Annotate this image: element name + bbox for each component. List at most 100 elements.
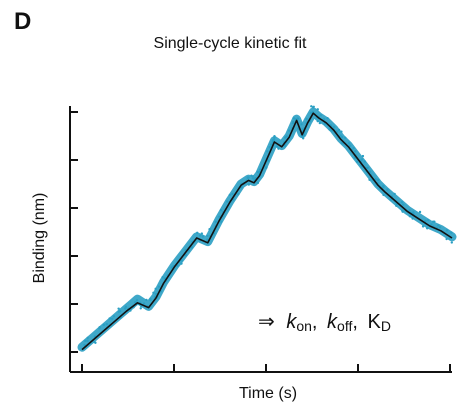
measured-data-point — [180, 259, 183, 262]
measured-data-point — [206, 238, 209, 241]
measured-data-point — [247, 183, 250, 186]
measured-data-point — [389, 198, 392, 201]
measured-data-point — [448, 237, 451, 240]
measured-data-point — [437, 224, 440, 227]
measured-data-point — [300, 123, 303, 126]
measured-data-point — [170, 266, 174, 269]
measured-data-point — [277, 147, 280, 150]
measured-data-point — [283, 136, 287, 139]
measured-data-point — [374, 178, 377, 181]
measured-data-point — [349, 144, 352, 147]
measured-data-point — [344, 136, 347, 139]
measured-data-point — [105, 322, 108, 326]
measured-data-point — [352, 146, 355, 150]
measured-data-point — [355, 160, 359, 164]
measured-data-point — [427, 218, 430, 222]
measured-data-point — [291, 120, 295, 124]
measured-data-point — [200, 232, 204, 235]
x-axis-label: Time (s) — [239, 385, 297, 402]
measured-data-point — [265, 166, 268, 169]
measured-data-point — [326, 116, 329, 120]
measured-data-point — [184, 254, 188, 257]
measured-data-point — [312, 105, 315, 108]
measured-data-point — [220, 220, 223, 223]
measured-data-point — [445, 229, 449, 232]
measured-data-point — [201, 235, 205, 238]
measured-data-point — [450, 231, 453, 234]
measured-data-point — [322, 118, 326, 121]
measured-data-point — [176, 264, 179, 268]
measured-data-point — [292, 116, 296, 120]
measured-data-point — [400, 200, 404, 204]
y-axis-ticks — [70, 111, 78, 353]
measured-data-point — [340, 135, 344, 139]
measured-data-point — [316, 119, 319, 123]
measured-data-point — [145, 298, 148, 302]
measured-data-point — [218, 215, 221, 218]
measured-data-point — [273, 135, 276, 138]
measured-data-point — [267, 159, 270, 162]
measured-data-point — [190, 246, 194, 249]
measured-data-point — [368, 170, 372, 173]
measured-data-point — [382, 185, 385, 189]
measured-data-point — [251, 177, 255, 180]
measured-data-point — [401, 210, 404, 213]
chart-title: Single-cycle kinetic fit — [153, 35, 307, 52]
measured-data-point — [206, 234, 209, 238]
measured-data-point — [301, 128, 304, 131]
measured-data-point — [430, 223, 433, 226]
measured-data-point — [412, 211, 415, 214]
measured-data-point — [408, 215, 412, 218]
measured-data-point — [395, 204, 398, 207]
measured-data-point — [332, 125, 336, 129]
measured-data-point — [226, 200, 229, 203]
kd-k: K — [367, 311, 381, 333]
measured-data-point — [408, 209, 411, 212]
y-axis-label: Binding (nm) — [31, 193, 48, 284]
measured-data-point — [237, 193, 240, 196]
measured-data-point — [208, 227, 211, 231]
measured-data-point — [196, 231, 199, 234]
measured-data-point — [180, 262, 183, 265]
measured-data-point — [431, 220, 435, 223]
measured-data-point — [421, 225, 425, 228]
measured-data-point — [425, 227, 429, 230]
measured-data-point — [199, 234, 202, 237]
measured-data-point — [424, 219, 427, 223]
measured-data-point — [296, 117, 300, 120]
measured-data-point — [142, 302, 146, 305]
measured-data-point — [98, 325, 101, 329]
measured-data-point — [275, 145, 278, 148]
koff-k: k — [327, 311, 338, 333]
kon-k: k — [286, 311, 297, 333]
x-axis-ticks — [81, 364, 451, 372]
measured-data-point — [258, 168, 262, 171]
koff-subscript: off — [337, 318, 352, 334]
measured-data-point — [117, 310, 121, 313]
measured-data-point — [219, 208, 223, 212]
measured-data-point — [93, 340, 96, 344]
measured-data-point — [450, 241, 453, 244]
measured-data-point — [112, 315, 116, 318]
measured-data-point — [366, 166, 369, 170]
measured-data-point — [269, 143, 273, 146]
plot-area — [77, 105, 457, 352]
measured-data-point — [228, 193, 231, 197]
kinetic-fit-line — [81, 112, 453, 351]
measured-data-point — [135, 299, 139, 302]
measured-data-point — [272, 138, 276, 141]
measured-data-point — [438, 225, 442, 229]
measured-data-point — [129, 309, 132, 312]
measured-data-point — [154, 287, 157, 291]
measured-data-point — [386, 188, 389, 191]
measured-data-point — [328, 128, 331, 131]
measured-data-point — [256, 181, 260, 185]
measured-data-point — [393, 192, 396, 196]
measured-data-point — [411, 217, 414, 220]
measured-data-point — [347, 142, 351, 145]
measured-data-point — [382, 193, 385, 197]
measured-data-point — [288, 129, 291, 132]
measured-data-point — [152, 291, 155, 295]
measured-data-point — [157, 285, 161, 288]
measured-data-point — [363, 160, 367, 163]
